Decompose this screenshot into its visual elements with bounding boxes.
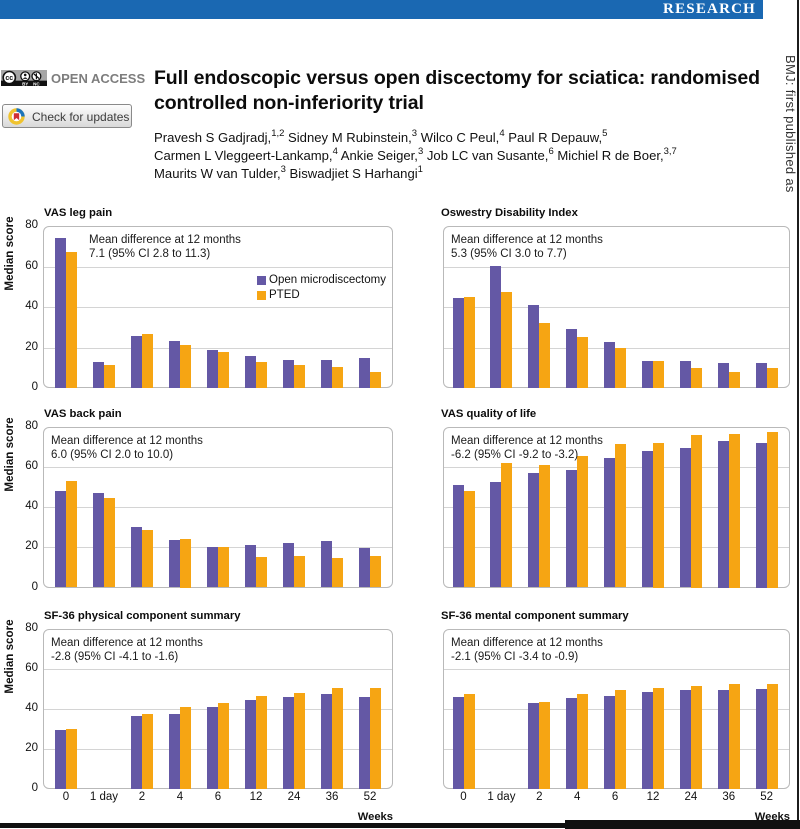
svg-text:BY: BY [22,81,28,86]
svg-text:cc: cc [5,75,13,82]
svg-text:NC: NC [33,81,40,86]
